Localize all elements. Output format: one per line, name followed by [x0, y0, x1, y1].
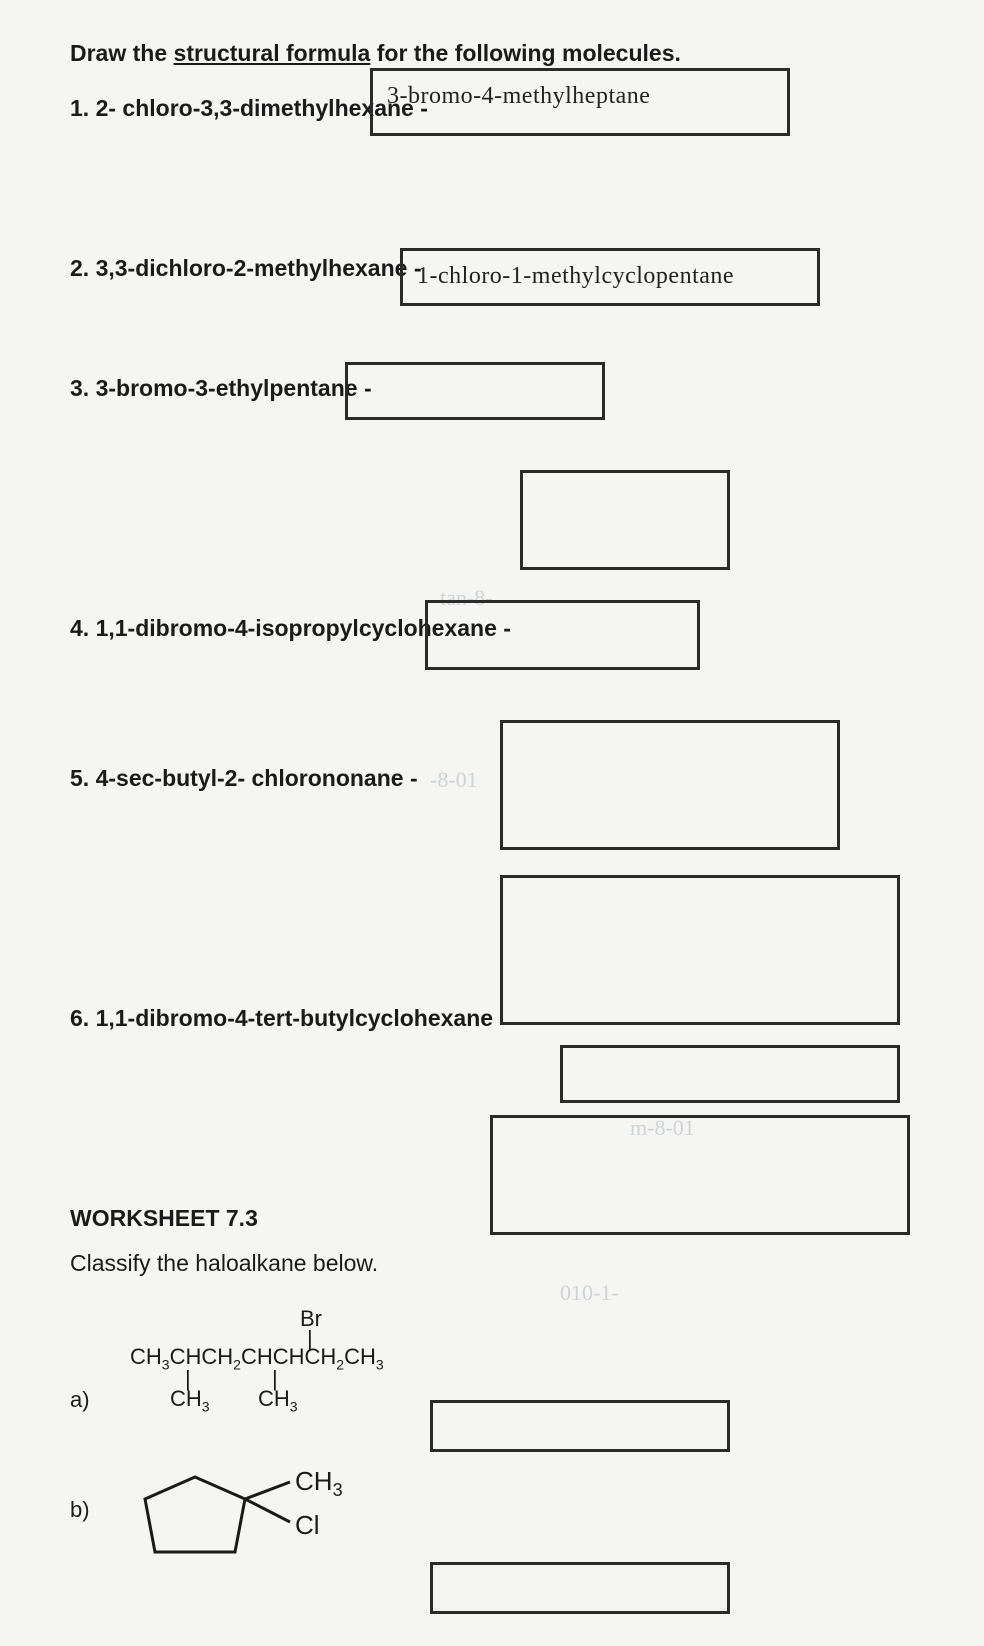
question-5: 5. 4-sec-butyl-2- chlorononane -	[70, 765, 418, 792]
mol-a-main: CH3CHCH2CHCHCH2CH3	[130, 1345, 384, 1373]
heading-post: for the following molecules.	[370, 40, 681, 66]
question-2: 2. 3,3-dichloro-2-methylhexane -	[70, 255, 422, 282]
question-6: 6. 1,1-dibromo-4-tert-butylcyclohexane	[70, 1005, 493, 1032]
part-b-label: b)	[70, 1497, 90, 1523]
mol-a-seg5: 2	[336, 1356, 344, 1372]
answer-text-b1: 3-bromo-4-methylheptane	[373, 71, 787, 122]
mol-a-seg0: CH	[130, 1344, 162, 1369]
pentagon-shape	[145, 1477, 245, 1552]
q2-text: 3,3-dichloro-2-methylhexane -	[96, 255, 422, 281]
mol-b-top: CH	[295, 1466, 333, 1496]
answer-box-bb	[430, 1562, 730, 1614]
q3-num: 3.	[70, 375, 89, 401]
bond-ch3	[245, 1482, 290, 1499]
mol-b-top-sub: 3	[333, 1480, 343, 1500]
answer-box-b3	[345, 362, 605, 420]
q6-num: 6.	[70, 1005, 89, 1031]
answer-text-b2: 1-chloro-1-methylcyclopentane	[403, 251, 817, 302]
question-3: 3. 3-bromo-3-ethylpentane -	[70, 375, 372, 402]
answer-box-b6b	[490, 1115, 910, 1235]
bond-cl	[245, 1499, 290, 1522]
mol-a-seg3: 2	[233, 1356, 241, 1372]
instruction-heading: Draw the structural formula for the foll…	[70, 40, 924, 67]
q4-num: 4.	[70, 615, 89, 641]
answer-box-b1: 3-bromo-4-methylheptane	[370, 68, 790, 136]
q5-text: 4-sec-butyl-2- chlorononane -	[96, 765, 418, 791]
mol-a-seg7: 3	[376, 1356, 384, 1372]
answer-box-b5	[500, 720, 840, 850]
heading-underline: structural formula	[174, 40, 371, 66]
answer-box-b5b	[500, 875, 900, 1025]
molecule-b: CH3 Cl	[140, 1467, 400, 1582]
ghost-ws: 010-1-	[560, 1280, 619, 1306]
answer-box-b4	[425, 600, 700, 670]
q2-num: 2.	[70, 255, 89, 281]
classify-text: Classify the haloalkane below.	[70, 1250, 924, 1277]
part-a-label: a)	[70, 1387, 90, 1413]
mol-a-br: CH	[258, 1386, 290, 1411]
mol-b-ch3: CH3	[295, 1467, 343, 1501]
answer-box-b6a	[560, 1045, 900, 1103]
mol-a-ch3-left: CH3	[170, 1387, 210, 1415]
pentagon-svg	[140, 1467, 400, 1577]
mol-a-bl: CH	[170, 1386, 202, 1411]
answer-box-ba	[430, 1400, 730, 1452]
q5-num: 5.	[70, 765, 89, 791]
part-b-row: b) CH3 Cl	[70, 1457, 924, 1577]
q1-num: 1.	[70, 95, 89, 121]
mol-a-br-sub: 3	[290, 1398, 298, 1414]
mol-a-seg1: 3	[162, 1356, 170, 1372]
q3-text: 3-bromo-3-ethylpentane -	[96, 375, 372, 401]
mol-a-seg4: CHCHCH	[241, 1344, 336, 1369]
answer-box-b2: 1-chloro-1-methylcyclopentane	[400, 248, 820, 306]
heading-pre: Draw the	[70, 40, 174, 66]
ghost-q5: -8-01	[430, 767, 478, 793]
q6-text: 1,1-dibromo-4-tert-butylcyclohexane	[96, 1005, 493, 1031]
answer-box-b3b	[520, 470, 730, 570]
mol-a-seg6: CH	[344, 1344, 376, 1369]
mol-a-seg2: CHCH	[170, 1344, 234, 1369]
mol-b-cl: Cl	[295, 1511, 320, 1540]
mol-a-bl-sub: 3	[202, 1398, 210, 1414]
mol-a-ch3-right: CH3	[258, 1387, 298, 1415]
